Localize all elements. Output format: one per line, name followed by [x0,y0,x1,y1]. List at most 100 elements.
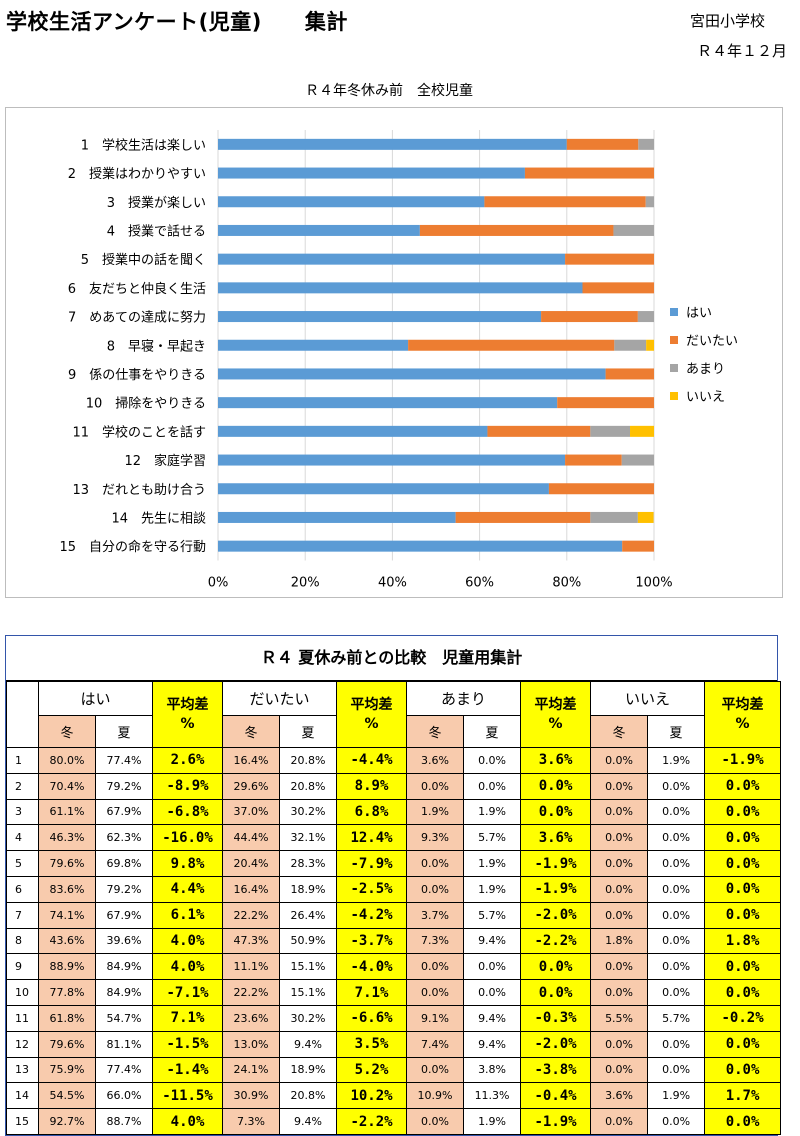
cell-mostly-summer: 20.8% [279,1082,338,1110]
survey-date: Ｒ４年１２月 [697,42,788,60]
cell-rarely-winter: 0.0% [406,850,465,877]
cell-yes-summer: 77.4% [94,747,154,774]
cell-yes-diff: 6.1% [152,901,224,929]
bar-segment [218,311,542,323]
cell-yes-diff: -11.5% [152,1082,224,1110]
cell-yes-winter: 79.6% [38,850,96,877]
cell-no-diff: 0.0% [704,1030,782,1058]
x-tick-label: 20% [291,576,320,591]
category-label: 14 先生に相談 [111,510,206,526]
category-label: 7 めあての達成に努力 [68,311,206,326]
bar-segment [455,511,591,523]
cell-mostly-diff: -4.0% [336,953,408,981]
stacked-bar-chart: 0% 20% 40% 60% 80% 100% 1 学校生活は楽しい 2 授業はわかりやすい 3… [59,130,738,591]
cell-no-winter: 0.0% [590,901,649,929]
cell-mostly-diff: -6.6% [336,1004,408,1032]
school-name: 宮田小学校 [690,12,766,30]
diff-unit: % [180,715,195,732]
category-label: 15 自分の命を守る行動 [59,539,206,555]
category-label: 4 授業で話せる [107,223,206,239]
table-row: 13 75.9% 77.4% -1.4% 24.1% 18.9% 5.2% 0.0% 3.8% -… [6,1056,782,1084]
cell-no-summer: 0.0% [647,979,706,1006]
cell-no-diff: 0.0% [704,1056,782,1084]
cell-yes-summer: 67.9% [94,798,154,826]
category-label: 9 係の仕事をやりきる [68,368,206,383]
table-row: 8 43.6% 39.6% 4.0% 47.3% 50.9% -3.7% 7.3% 9.4% -2… [6,927,782,955]
cell-rarely-winter: 0.0% [406,1056,465,1084]
legend-label: あまり [686,362,725,377]
row-number: 1 [6,747,39,774]
page-title: 学校生活アンケート(児童) 集計 [6,10,348,34]
cell-rarely-winter: 0.0% [406,875,465,903]
x-tick-label: 60% [465,576,494,591]
cell-rarely-diff: -0.3% [520,1004,592,1032]
subheader-summer: 夏 [94,715,154,748]
cell-rarely-summer: 1.9% [463,875,522,903]
cell-mostly-summer: 15.1% [279,979,338,1006]
x-tick-label: 40% [378,576,407,591]
cell-no-winter: 0.0% [590,1056,649,1084]
subheader-winter: 冬 [222,715,281,748]
cell-mostly-winter: 37.0% [222,798,281,826]
bar-segment [218,368,606,380]
cell-mostly-winter: 22.2% [222,901,281,929]
x-tick-label: 0% [208,576,229,591]
cell-yes-winter: 61.8% [38,1004,96,1032]
subheader-winter: 冬 [38,715,96,748]
cell-yes-diff: -8.9% [152,772,224,800]
cell-no-summer: 0.0% [647,1030,706,1058]
legend-swatch [670,336,678,344]
table-row: 3 61.1% 67.9% -6.8% 37.0% 30.2% 6.8% 1.9% 1.9% 0.… [6,798,782,826]
cell-mostly-diff: -2.2% [336,1108,408,1135]
cell-yes-summer: 77.4% [94,1056,154,1084]
cell-no-winter: 0.0% [590,1108,649,1135]
cell-no-diff: 0.0% [704,1108,782,1135]
table-row: 9 88.9% 84.9% 4.0% 11.1% 15.1% -4.0% 0.0% 0.0% 0.… [6,953,782,981]
cell-mostly-diff: 12.4% [336,824,408,852]
bar-segment [218,454,566,466]
cell-yes-summer: 88.7% [94,1108,154,1135]
cell-no-winter: 5.5% [590,1004,649,1032]
cell-yes-winter: 80.0% [38,747,96,774]
cell-no-winter: 0.0% [590,875,649,903]
cell-no-summer: 0.0% [647,824,706,852]
category-label: 1 学校生活は楽しい [81,137,206,153]
cell-rarely-winter: 0.0% [406,979,465,1006]
cell-mostly-summer: 9.4% [279,1108,338,1135]
cell-rarely-diff: 3.6% [520,824,592,852]
cell-yes-winter: 79.6% [38,1030,96,1058]
group-header-no: いいえ [590,681,706,716]
table-row: 14 54.5% 66.0% -11.5% 30.9% 20.8% 10.2% 10.9% 11… [6,1082,782,1110]
cell-rarely-diff: -2.0% [520,901,592,929]
table-row: 1 80.0% 77.4% 2.6% 16.4% 20.8% -4.4% 3.6% 0.0% 3.… [6,747,782,774]
diff-unit: % [364,715,379,732]
row-number: 9 [6,953,39,981]
cell-rarely-diff: 0.0% [520,772,592,800]
row-number-header [6,681,39,748]
cell-mostly-diff: 5.2% [336,1056,408,1084]
cell-rarely-winter: 0.0% [406,953,465,981]
cell-mostly-winter: 23.6% [222,1004,281,1032]
cell-no-summer: 0.0% [647,850,706,877]
category-label: 8 早寝・早起き [107,338,206,354]
cell-no-winter: 0.0% [590,824,649,852]
subheader-winter: 冬 [406,715,465,748]
cell-mostly-winter: 30.9% [222,1082,281,1110]
cell-mostly-winter: 20.4% [222,850,281,877]
category-label: 6 友だちと仲良く生活 [68,281,206,297]
cell-no-diff: 0.0% [704,772,782,800]
cell-no-diff: 1.8% [704,927,782,955]
cell-rarely-summer: 1.9% [463,850,522,877]
cell-mostly-diff: -4.2% [336,901,408,929]
category-label: 2 授業はわかりやすい [68,166,206,182]
cell-rarely-summer: 1.9% [463,1108,522,1135]
chart-title: Ｒ４年冬休み前 全校児童 [305,83,473,99]
cell-no-diff: 0.0% [704,875,782,903]
cell-no-summer: 0.0% [647,953,706,981]
subheader-summer: 夏 [463,715,522,748]
cell-rarely-diff: 0.0% [520,953,592,981]
subheader-winter: 冬 [590,715,649,748]
cell-yes-winter: 70.4% [38,772,96,800]
cell-mostly-diff: 8.9% [336,772,408,800]
cell-mostly-winter: 11.1% [222,953,281,981]
